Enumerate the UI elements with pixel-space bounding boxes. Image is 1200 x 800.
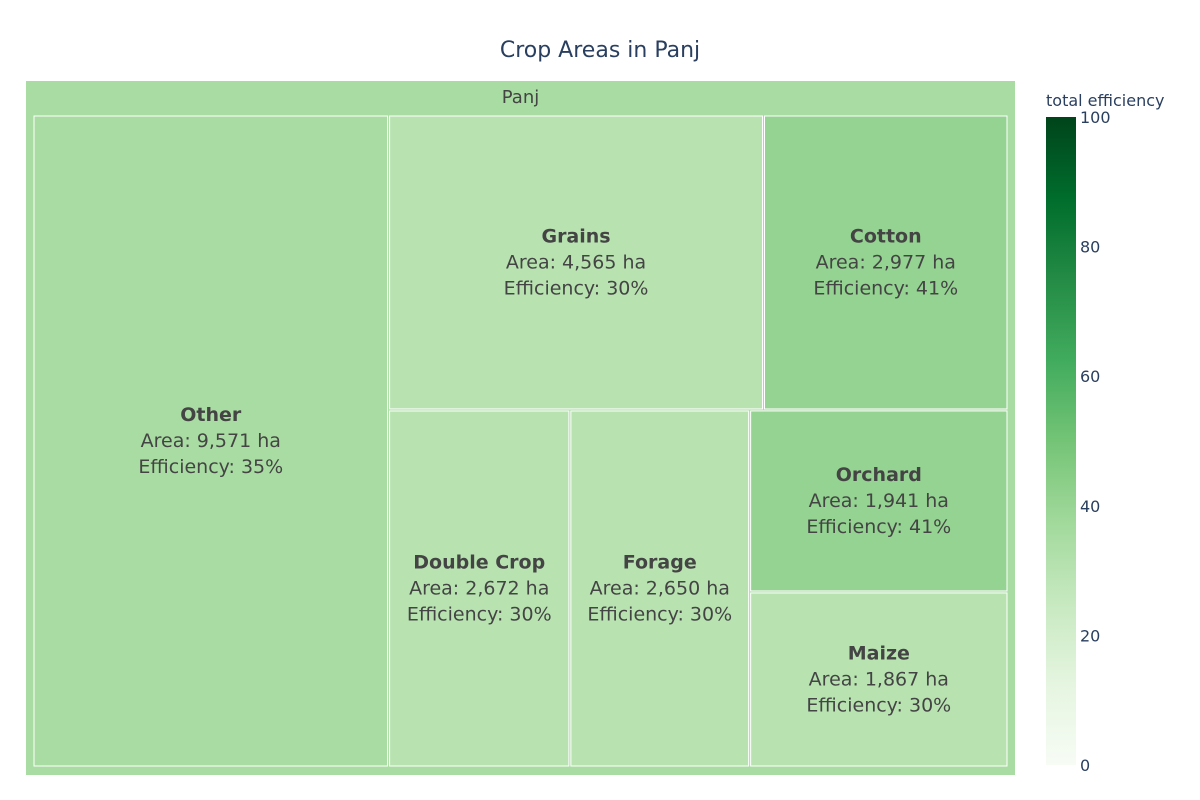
treemap-tile-rect[interactable] [389, 115, 764, 410]
colorbar-tick-label: 80 [1080, 238, 1100, 257]
tile-area-label: Area: 2,977 ha [816, 251, 956, 273]
tile-name-label: Maize [848, 642, 910, 664]
treemap-tile-rect[interactable] [33, 115, 389, 767]
treemap-tile-forage[interactable]: Forage Area: 2,650 ha Efficiency: 30% [570, 410, 750, 767]
treemap-tile-rect[interactable] [764, 115, 1008, 410]
tile-name-label: Grains [541, 225, 610, 247]
treemap-tile-grains[interactable]: Grains Area: 4,565 ha Efficiency: 30% [389, 115, 764, 410]
treemap-tile-rect[interactable] [389, 410, 570, 767]
colorbar-tick-label: 100 [1080, 108, 1111, 127]
colorbar-tick-label: 20 [1080, 626, 1100, 645]
tile-efficiency-label: Efficiency: 41% [813, 277, 958, 299]
colorbar-gradient [1046, 117, 1076, 765]
tile-efficiency-label: Efficiency: 30% [587, 603, 732, 625]
treemap-tile-maize[interactable]: Maize Area: 1,867 ha Efficiency: 30% [750, 592, 1008, 767]
treemap-tile-rect[interactable] [570, 410, 750, 767]
tile-area-label: Area: 4,565 ha [506, 251, 646, 273]
colorbar-tick-label: 0 [1080, 756, 1090, 775]
treemap-root-label: Panj [502, 87, 540, 108]
treemap-tile-cotton[interactable]: Cotton Area: 2,977 ha Efficiency: 41% [764, 115, 1008, 410]
tile-efficiency-label: Efficiency: 30% [504, 277, 649, 299]
treemap-tile-double-crop[interactable]: Double Crop Area: 2,672 ha Efficiency: 30% [389, 410, 570, 767]
tile-efficiency-label: Efficiency: 41% [806, 516, 951, 538]
tile-efficiency-label: Efficiency: 30% [407, 603, 552, 625]
tile-name-label: Forage [623, 551, 697, 573]
treemap-tile-rect[interactable] [750, 592, 1008, 767]
tile-area-label: Area: 2,672 ha [409, 577, 549, 599]
tile-area-label: Area: 1,867 ha [809, 668, 949, 690]
colorbar-ticks: 0 20 40 60 80 100 [1080, 108, 1111, 775]
colorbar-title: total efficiency [1046, 91, 1164, 110]
tile-name-label: Orchard [836, 464, 922, 486]
treemap-tile-orchard[interactable]: Orchard Area: 1,941 ha Efficiency: 41% [750, 410, 1008, 592]
tile-name-label: Cotton [850, 225, 922, 247]
tile-area-label: Area: 2,650 ha [590, 577, 730, 599]
treemap-tile-rect[interactable] [750, 410, 1008, 592]
tile-efficiency-label: Efficiency: 35% [138, 456, 283, 478]
tile-area-label: Area: 1,941 ha [809, 490, 949, 512]
tile-name-label: Double Crop [413, 551, 545, 573]
colorbar-tick-label: 60 [1080, 367, 1100, 386]
treemap-tile-other[interactable]: Other Area: 9,571 ha Efficiency: 35% [33, 115, 389, 767]
treemap-area: Panj Other Area: 9,571 ha Efficiency: 35% Gr… [26, 81, 1015, 775]
chart-title: Crop Areas in Panj [500, 38, 700, 63]
colorbar: total efficiency 0 20 40 60 80 100 [1046, 91, 1164, 775]
tile-name-label: Other [180, 404, 242, 426]
tile-efficiency-label: Efficiency: 30% [806, 694, 951, 716]
tile-area-label: Area: 9,571 ha [141, 430, 281, 452]
colorbar-tick-label: 40 [1080, 497, 1100, 516]
